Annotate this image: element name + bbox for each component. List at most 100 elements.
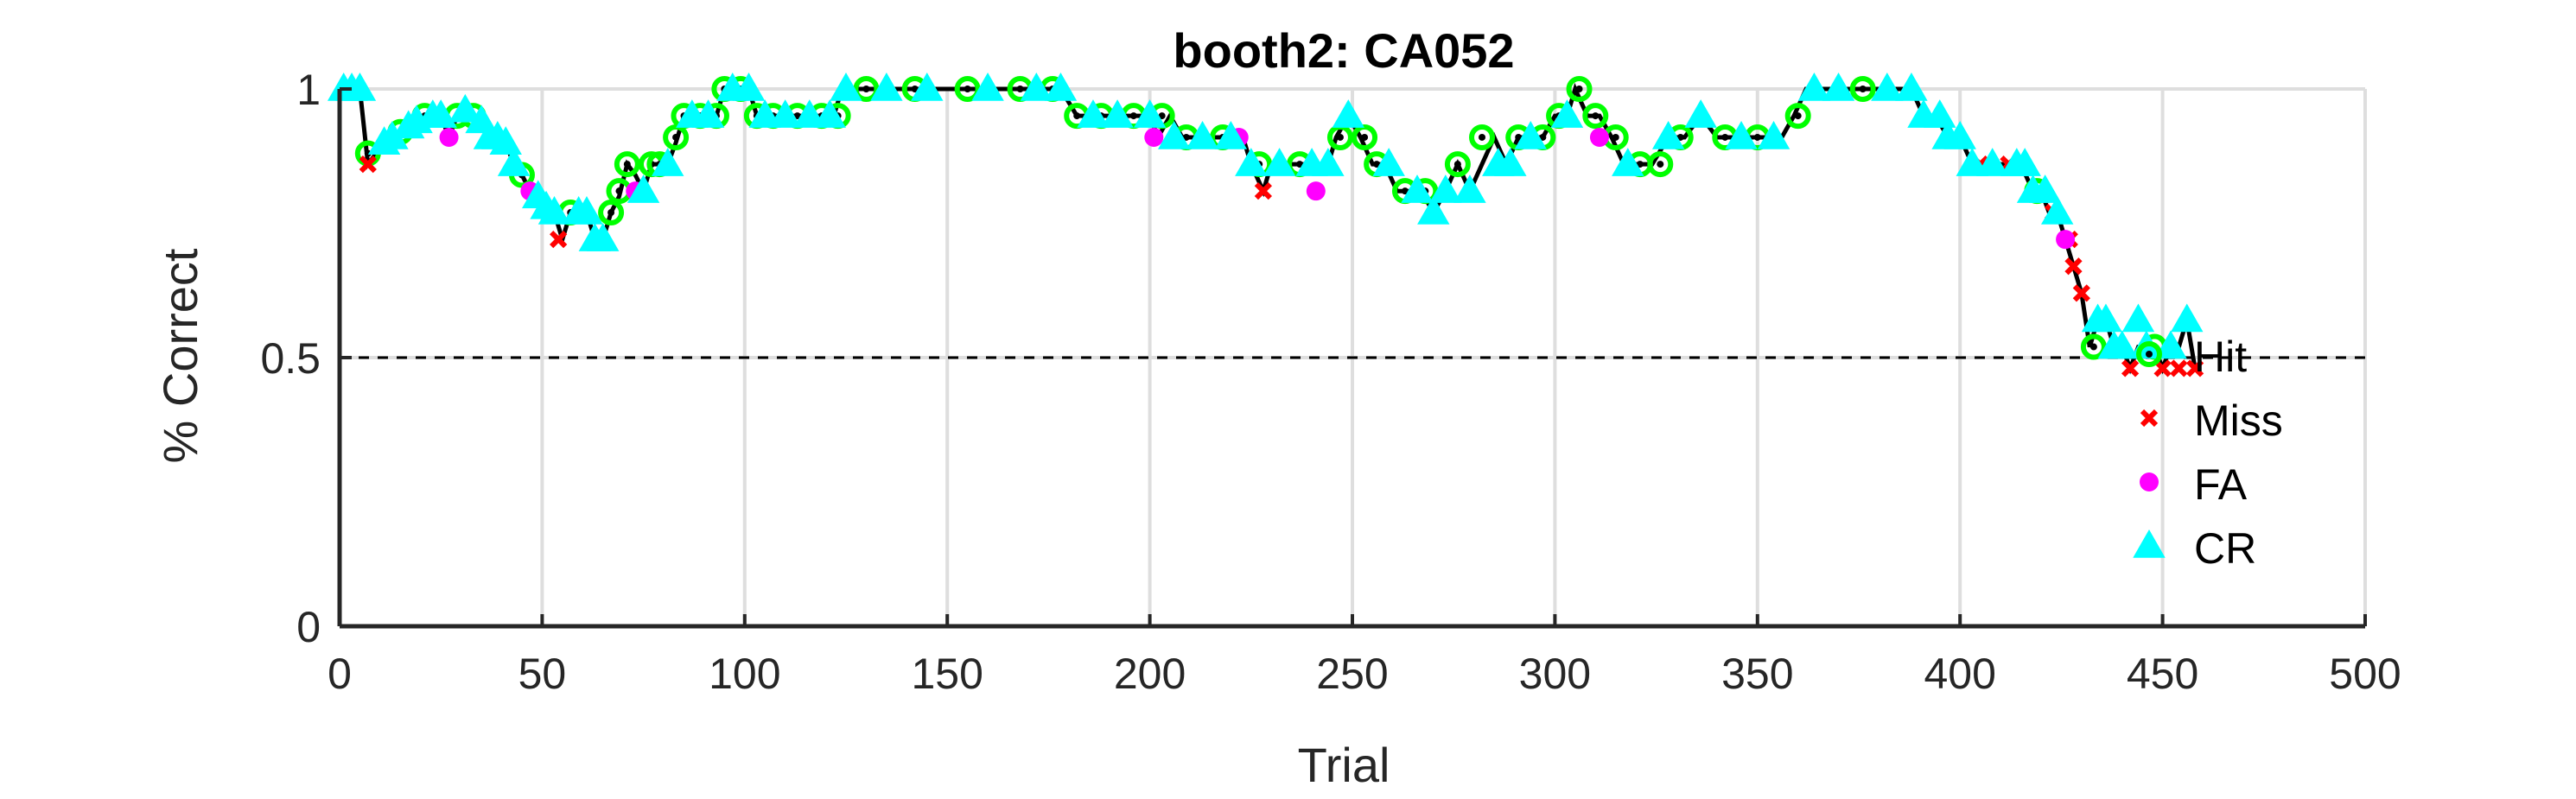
marker-cr <box>1312 148 1345 176</box>
marker-miss-stroke <box>2170 359 2188 377</box>
marker-hit-ring <box>663 124 690 150</box>
x-tick-label: 500 <box>2329 650 2401 698</box>
marker-hit <box>1539 133 1547 141</box>
marker-cr <box>691 99 725 128</box>
y-tick-label: 0 <box>296 603 321 651</box>
marker-cr <box>1158 120 1191 149</box>
marker-hit <box>1636 161 1644 168</box>
marker-cr <box>1372 148 1405 176</box>
marker-hit <box>1453 161 1461 168</box>
marker-miss-stroke <box>2153 359 2172 377</box>
marker-cr <box>1401 174 1434 203</box>
x-tick-label: 400 <box>1924 650 1995 698</box>
marker-cr <box>489 126 522 155</box>
marker-cr <box>2008 148 2041 176</box>
x-tick-label: 50 <box>518 650 567 698</box>
marker-cr <box>1975 148 2009 176</box>
marker-cr <box>768 99 802 128</box>
marker-miss-stroke <box>2064 257 2083 276</box>
marker-hit-ring <box>1444 151 1471 178</box>
legend-label-miss: Miss <box>2194 396 2283 445</box>
marker-hit <box>862 86 870 92</box>
marker-hit <box>1361 133 1369 141</box>
marker-cr <box>1186 120 1219 149</box>
legend-label-cr: CR <box>2194 524 2256 573</box>
marker-cr <box>1020 72 1053 101</box>
marker-cr <box>1332 99 1365 128</box>
marker-hit <box>1657 161 1664 168</box>
marker-hit <box>1073 112 1081 120</box>
marker-miss <box>2185 359 2204 377</box>
marker-cr <box>1133 99 1167 128</box>
marker-hit-ring <box>2080 333 2107 360</box>
marker-hit <box>1612 133 1619 141</box>
marker-miss <box>2121 359 2140 377</box>
marker-hit <box>1373 161 1381 168</box>
marker-cr <box>1797 72 1831 101</box>
marker-miss-stroke <box>2121 359 2140 377</box>
marker-miss-stroke <box>2185 359 2204 377</box>
x-tick-label: 150 <box>911 650 983 698</box>
marker-cr <box>1943 120 1976 149</box>
chart-title: booth2: CA052 <box>1173 23 1514 78</box>
marker-fa <box>1144 127 1164 147</box>
marker-cr <box>2105 330 2139 359</box>
marker-hit-ring <box>853 76 880 102</box>
marker-hit <box>1575 86 1583 92</box>
marker-cr <box>1453 174 1486 203</box>
legend-label-fa: FA <box>2194 460 2248 509</box>
marker-cr <box>1757 120 1790 149</box>
marker-hit-ring <box>1352 124 1378 150</box>
marker-cr <box>448 93 482 123</box>
marker-miss <box>1254 182 1272 200</box>
marker-cr <box>1214 120 1248 149</box>
marker-hit-ring <box>1647 151 1674 178</box>
legend-marker-cr <box>2133 529 2166 558</box>
marker-cr <box>2154 330 2187 359</box>
marker-cr <box>732 72 766 101</box>
marker-hit <box>1336 133 1344 141</box>
x-tick-label: 350 <box>1721 650 1793 698</box>
marker-hit <box>623 161 631 168</box>
x-tick-label: 100 <box>709 650 780 698</box>
tick-labels: 0 50 100 150 200 250 300 350 400 450 500 0 0.5 1 <box>260 66 2401 698</box>
marker-cr <box>1429 174 1462 203</box>
marker-cr <box>424 99 457 128</box>
marker-hit-ring <box>1784 103 1811 130</box>
marker-cr <box>2171 303 2204 333</box>
marker-hit-ring <box>1582 103 1609 130</box>
legend: Hit Miss FA CR <box>2133 333 2283 573</box>
marker-cr <box>1417 196 1450 225</box>
marker-hit <box>672 133 680 141</box>
marker-hit <box>1676 133 1684 141</box>
marker-cr <box>1651 120 1685 149</box>
y-axis-label: % Correct <box>153 248 207 463</box>
marker-hit <box>1182 133 1190 141</box>
marker-hit <box>615 187 623 195</box>
marker-hit <box>1592 112 1600 120</box>
marker-hit <box>1479 133 1486 141</box>
marker-cr <box>1924 99 1956 128</box>
marker-layer <box>327 72 2204 377</box>
legend-label-hit: Hit <box>2194 333 2247 381</box>
y-tick-label: 0.5 <box>260 334 321 383</box>
marker-hit <box>1401 187 1409 195</box>
marker-hit <box>1794 112 1802 120</box>
marker-cr <box>748 99 781 128</box>
x-tick-label: 250 <box>1316 650 1388 698</box>
legend-marker-hit-ring <box>2136 341 2162 367</box>
marker-cr <box>1871 72 1904 101</box>
x-axis-label: Trial <box>1298 738 1390 792</box>
marker-hit-ring <box>1849 76 1876 102</box>
marker-miss-stroke <box>359 155 377 174</box>
marker-cr <box>870 72 903 101</box>
legend-marker-miss-stroke <box>2140 409 2159 428</box>
marker-cr <box>971 72 1004 101</box>
legend-marker-miss <box>2140 409 2159 428</box>
marker-cr <box>1044 72 1078 101</box>
marker-hit-ring <box>954 76 981 102</box>
marker-cr <box>1895 72 1928 101</box>
marker-hit-ring <box>1566 76 1593 102</box>
marker-cr <box>1077 99 1110 128</box>
marker-miss-stroke <box>1254 182 1272 200</box>
